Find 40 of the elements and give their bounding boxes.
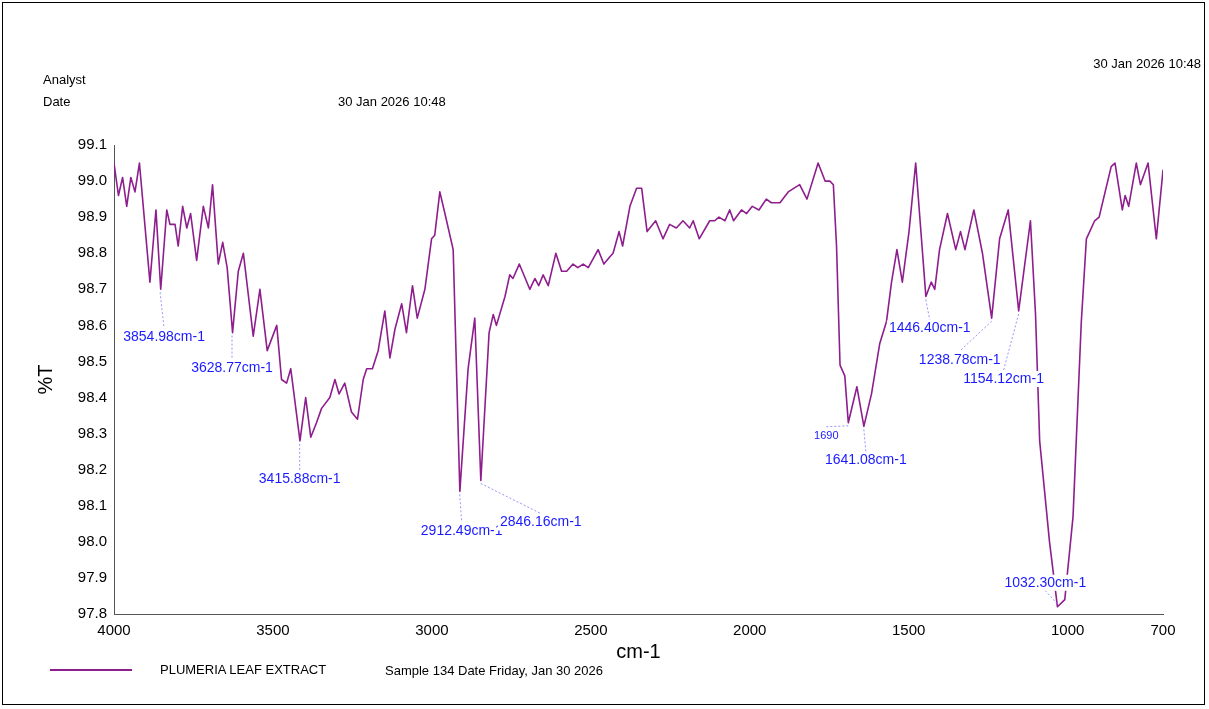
y-tick-label: 98.9 bbox=[77, 207, 107, 225]
y-tick-label: 97.8 bbox=[77, 604, 107, 622]
annotation: 2846.16cm-1 bbox=[499, 513, 582, 530]
y-tick-label: 98.0 bbox=[77, 531, 107, 549]
annotation: 1032.30cm-1 bbox=[1004, 573, 1087, 590]
annotation: 1690 bbox=[814, 428, 839, 441]
y-tick-label: 98.5 bbox=[77, 351, 107, 369]
y-tick-label: 99.0 bbox=[77, 171, 107, 189]
y-tick-label: 97.9 bbox=[77, 568, 107, 586]
x-tick-label: 1500 bbox=[892, 621, 926, 639]
text: Date bbox=[43, 94, 71, 109]
text: PLUMERIA LEAF EXTRACT bbox=[160, 662, 327, 677]
y-tick-label: 98.6 bbox=[77, 315, 107, 333]
x-tick-label: 2000 bbox=[733, 621, 767, 639]
annotation: 1641.08cm-1 bbox=[824, 451, 907, 468]
annotation: 1446.40cm-1 bbox=[888, 319, 971, 336]
x-tick-label: 3500 bbox=[256, 621, 290, 639]
x-tick-label: 2500 bbox=[574, 621, 608, 639]
annotation: 3854.98cm-1 bbox=[123, 328, 206, 345]
x-tick-label: 4000 bbox=[97, 621, 131, 639]
y-tick-label: 99.1 bbox=[77, 135, 107, 153]
text: 30 Jan 2026 10:48 bbox=[338, 94, 446, 109]
y-axis-title: %T bbox=[33, 364, 56, 395]
text: Sample 134 Date Friday, Jan 30 2026 bbox=[385, 663, 604, 678]
annotation: 3415.88cm-1 bbox=[258, 469, 341, 486]
x-tick-label: 3000 bbox=[415, 621, 449, 639]
x-tick-label: 1000 bbox=[1050, 621, 1085, 639]
x-axis-title: cm-1 bbox=[616, 639, 661, 662]
y-tick-label: 98.4 bbox=[77, 387, 107, 405]
text: 30 Jan 2026 10:48 bbox=[1093, 56, 1201, 71]
y-tick-label: 98.7 bbox=[77, 279, 107, 297]
x-tick-label: 700 bbox=[1150, 621, 1176, 639]
annotation: 1238.78cm-1 bbox=[918, 351, 1001, 368]
annotation: 3628.77cm-1 bbox=[191, 359, 274, 376]
y-tick-label: 98.8 bbox=[77, 243, 107, 261]
annotation: 1154.12cm-1 bbox=[963, 369, 1045, 386]
text: Analyst bbox=[43, 72, 86, 87]
y-tick-label: 98.2 bbox=[77, 459, 107, 477]
y-tick-label: 98.3 bbox=[77, 423, 107, 441]
y-tick-label: 98.1 bbox=[77, 495, 107, 513]
